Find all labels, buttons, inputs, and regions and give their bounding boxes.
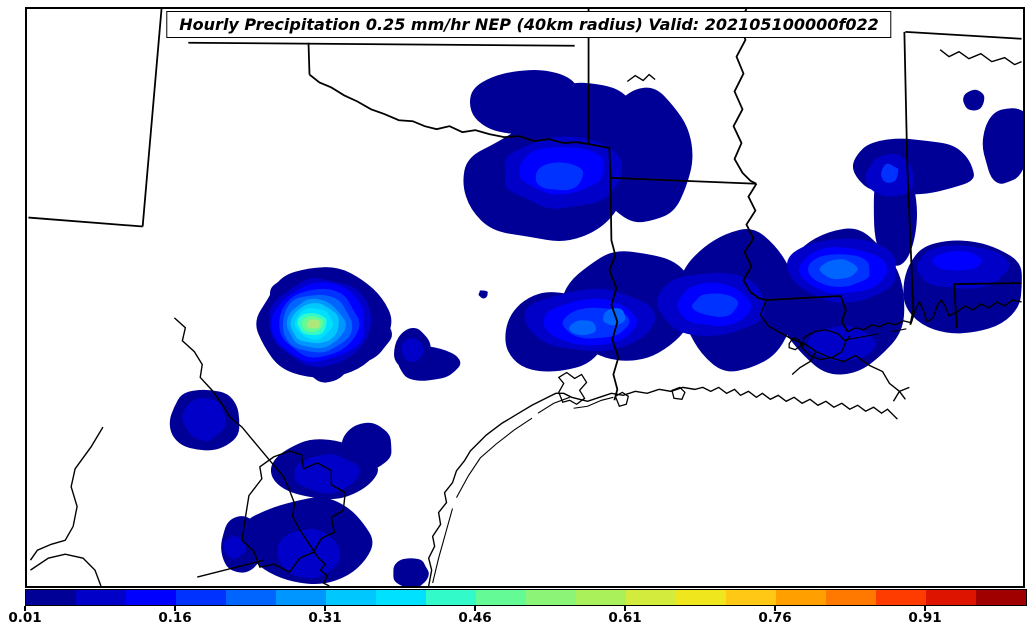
colorbar-segment [876,590,926,605]
west-small-blob-l1 [182,397,226,442]
gulf-band-core-west-l4 [603,308,626,326]
colorbar [25,589,1027,606]
gulf-band-core-far-east-l2 [932,251,983,271]
colorbar-segment [926,590,976,605]
tennessee-river [939,49,1022,66]
la-ms-river-border [742,183,767,301]
south-tx-cluster-l0 [393,558,429,586]
colorbar-segment [676,590,726,605]
rio-grande [29,426,104,561]
red-river-border [308,73,589,145]
colorbar-segment [226,590,276,605]
colorbar-tick-label: 0.16 [158,610,192,626]
barrier-island [455,417,533,498]
colorbar-segment [426,590,476,605]
arkansas-river [626,73,656,83]
lake-pontchartrain [801,329,847,361]
texas-louisiana-coast [427,386,898,586]
nm-tx-border [28,9,163,228]
colorbar-segment [726,590,776,605]
gulf-band-core-west-l4 [569,320,596,336]
barrier-island [432,508,454,584]
map-title: Hourly Precipitation 0.25 mm/hr NEP (40k… [166,11,892,39]
tn-ms-border [905,30,1022,40]
precip-contours [169,69,1023,586]
tx-la-border [608,177,620,401]
colorbar-tick-label: 0.91 [908,610,942,626]
colorbar-tick [774,606,776,611]
south-tx-cluster-l1 [294,454,360,494]
colorbar-tick-label: 0.31 [308,610,342,626]
colorbar-segment [776,590,826,605]
colorbar-segment [626,590,676,605]
rio-grande-lower [30,553,102,586]
ar-corner-jog [588,143,612,178]
colorbar-segment [26,590,76,605]
colorbar-segment [326,590,376,605]
tiny-dot-l0 [478,290,488,299]
pontchartrain-outlet [845,335,851,343]
colorbar-tick-label: 0.46 [458,610,492,626]
south-tx-cluster-l1 [223,536,246,559]
pearl-river-border [839,295,849,333]
barrier-island [573,396,614,409]
south-tx-cluster-l0 [341,422,392,471]
small-round-blob-l1 [401,338,424,363]
top-right-dot-l0 [963,89,985,111]
colorbar-segment [576,590,626,605]
la-ms-31n-border [766,295,841,301]
colorbar-tick-label: 0.61 [608,610,642,626]
calcasieu-lake [671,386,686,400]
colorbar-tick [24,606,26,611]
colorbar-segment [276,590,326,605]
colorbar-segment [176,590,226,605]
colorbar-tick [474,606,476,611]
colorbar-tick [624,606,626,611]
colorbar-segment [826,590,876,605]
barrier-island [537,396,570,414]
central-texas-river [173,317,330,586]
ok-ks-border [188,41,575,47]
map-canvas [25,7,1025,588]
colorbar-tick-label: 0.76 [758,610,792,626]
gulf-band-core-east-l4 [819,259,858,280]
coastline [427,298,1022,586]
colorbar-segment [526,590,576,605]
netx-seok-blob-l3 [535,162,584,191]
barrier-island [845,328,907,341]
al-fl-border [953,282,1022,328]
tx-panhandle-border [307,42,311,75]
colorbar-segment [76,590,126,605]
colorbar-tick-label: 0.01 [8,610,42,626]
map-svg [28,9,1023,586]
lake-maurepas [788,336,802,351]
ms-al-blob-l0 [982,109,1023,184]
ms-al-coast [847,298,1022,333]
galveston-bay [557,371,588,406]
gulf-band-core-mid-l3 [692,293,739,317]
lakes [557,329,851,408]
colorbar-tick [174,606,176,611]
colorbar-segment [376,590,426,605]
mississippi-river-north [732,9,757,185]
ms-al-blob-l3 [881,163,899,183]
central-tx-max-l10 [306,319,321,329]
sabine-lake [614,391,630,408]
colorbar-segment [126,590,176,605]
mississippi-delta [815,350,910,402]
ar-la-border [610,176,757,185]
hill-country-boundary [241,450,346,573]
colorbar-tick [924,606,926,611]
pontchartrain-patch-l1 [807,325,876,362]
colorbar-segment [976,590,1026,605]
south-tx-line [197,559,264,578]
colorbar-tick [324,606,326,611]
colorbar-segment [476,590,526,605]
ms-al-border [903,31,915,325]
